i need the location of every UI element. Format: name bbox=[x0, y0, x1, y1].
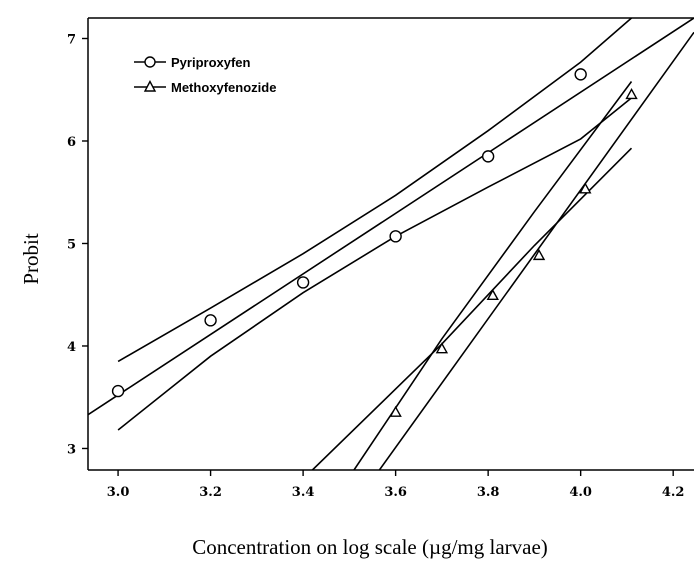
methoxyfenozide-point-1 bbox=[435, 342, 449, 354]
pyriproxyfen-point-2 bbox=[296, 276, 310, 289]
y-tick-label-1: 4 bbox=[67, 340, 76, 355]
x-tick-label-3: 3.6 bbox=[384, 485, 407, 500]
pyriproxyfen-point-3 bbox=[389, 230, 402, 243]
axes-layer: 3.0 3.2 3.4 3.6 3.8 4.0 4.2 3 4 5 6 7 bbox=[67, 17, 694, 500]
pyriproxyfen-point-4 bbox=[481, 150, 495, 163]
markers-layer bbox=[111, 68, 638, 417]
pyriproxyfen-point-5 bbox=[574, 68, 587, 81]
legend-marker-methoxyfenozide bbox=[143, 79, 157, 92]
x-tick-label-5: 4.0 bbox=[569, 485, 592, 500]
y-axis-title: Probit bbox=[19, 233, 43, 285]
methoxyfenozide-point-0 bbox=[389, 405, 402, 417]
methoxyfenozide-upper-bound bbox=[353, 81, 633, 470]
pyriproxyfen-fit-line bbox=[88, 18, 694, 416]
y-tick-label-3: 6 bbox=[67, 135, 76, 150]
legend-marker-pyriproxyfen bbox=[144, 56, 156, 68]
x-tick-label-0: 3.0 bbox=[107, 485, 130, 500]
x-tick-label-6: 4.2 bbox=[662, 485, 685, 500]
x-tick-label-4: 3.8 bbox=[477, 485, 500, 500]
pyriproxyfen-point-0 bbox=[111, 384, 125, 398]
x-axis-title: Concentration on log scale (µg/mg larvae… bbox=[192, 535, 548, 559]
x-tick-label-1: 3.2 bbox=[199, 485, 222, 500]
methoxyfenozide-point-4 bbox=[579, 182, 592, 194]
legend-label-methoxyfenozide: Methoxyfenozide bbox=[171, 80, 276, 95]
legend-label-pyriproxyfen: Pyriproxyfen bbox=[171, 55, 251, 70]
pyriproxyfen-upper-bound bbox=[117, 18, 633, 363]
methoxyfenozide-lower-bound bbox=[311, 147, 633, 470]
y-tick-label-2: 5 bbox=[67, 237, 76, 252]
methoxyfenozide-fit-line bbox=[378, 31, 694, 470]
pyriproxyfen-lower-bound bbox=[117, 97, 633, 431]
methoxyfenozide-point-5 bbox=[625, 88, 638, 100]
y-tick-label-4: 7 bbox=[67, 32, 76, 47]
methoxyfenozide-point-3 bbox=[532, 248, 546, 261]
legend: Pyriproxyfen Methoxyfenozide bbox=[134, 55, 276, 95]
methoxyfenozide-point-2 bbox=[486, 288, 499, 301]
y-tick-label-0: 3 bbox=[67, 442, 76, 457]
x-tick-label-2: 3.4 bbox=[292, 485, 315, 500]
pyriproxyfen-point-1 bbox=[204, 314, 217, 327]
